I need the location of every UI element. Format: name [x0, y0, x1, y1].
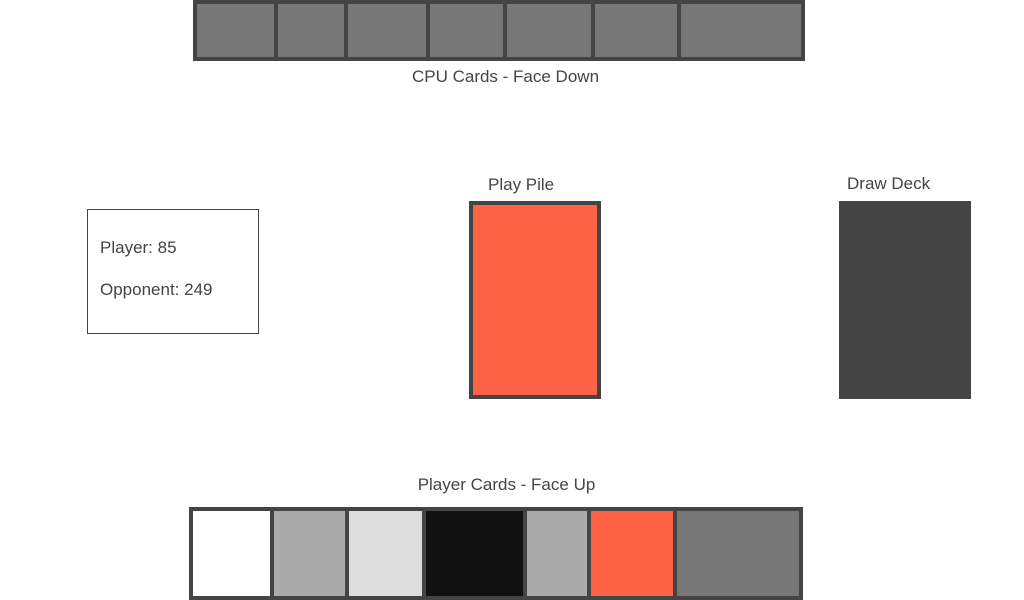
draw-deck-label: Draw Deck: [847, 174, 931, 193]
player-card[interactable]: [193, 511, 270, 596]
player-card[interactable]: [274, 511, 345, 596]
player-card[interactable]: [349, 511, 422, 596]
cpu-card: [681, 4, 801, 57]
cpu-card: [430, 4, 503, 57]
score-panel: Player: 85 Opponent: 249: [87, 209, 259, 334]
draw-deck[interactable]: [839, 201, 971, 399]
player-card[interactable]: [527, 511, 587, 596]
cpu-card: [348, 4, 426, 57]
cpu-hand: [193, 0, 805, 61]
opponent-score: Opponent: 249: [100, 280, 213, 299]
play-pile[interactable]: [469, 201, 601, 399]
player-score: Player: 85: [100, 238, 177, 257]
player-hand: [189, 507, 803, 600]
cpu-card: [278, 4, 344, 57]
cpu-card: [197, 4, 274, 57]
cpu-card: [507, 4, 591, 57]
player-card[interactable]: [677, 511, 799, 596]
player-card[interactable]: [426, 511, 523, 596]
play-pile-label: Play Pile: [488, 175, 555, 194]
cpu-hand-label: CPU Cards - Face Down: [411, 67, 600, 86]
cpu-card: [595, 4, 677, 57]
player-card[interactable]: [591, 511, 673, 596]
player-hand-label: Player Cards - Face Up: [417, 475, 596, 494]
